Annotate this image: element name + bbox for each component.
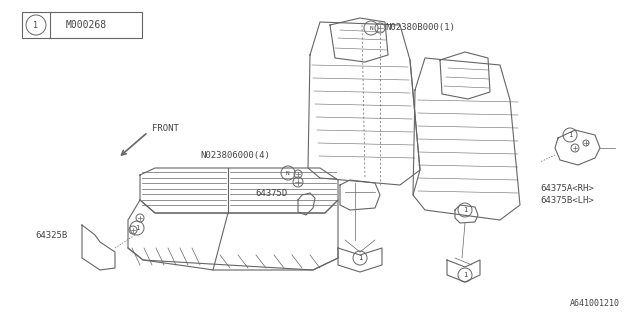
Text: N: N [369, 26, 373, 30]
Text: M000268: M000268 [65, 20, 107, 30]
Text: 64375D: 64375D [255, 188, 287, 197]
Text: FRONT: FRONT [152, 124, 179, 132]
Text: A641001210: A641001210 [570, 299, 620, 308]
Text: 1: 1 [358, 255, 362, 261]
Text: 1: 1 [463, 207, 467, 213]
Text: 64375B<LH>: 64375B<LH> [540, 196, 594, 204]
Text: 1: 1 [33, 20, 38, 29]
Text: 1: 1 [568, 132, 572, 138]
Text: N023806000(4): N023806000(4) [200, 150, 270, 159]
Text: 64325B: 64325B [35, 230, 67, 239]
Text: 64375A<RH>: 64375A<RH> [540, 183, 594, 193]
Bar [22, 12, 142, 38]
Text: 1: 1 [463, 272, 467, 278]
Text: 1: 1 [135, 225, 139, 231]
Text: N02380B000(1): N02380B000(1) [385, 22, 455, 31]
Text: N: N [286, 171, 290, 175]
